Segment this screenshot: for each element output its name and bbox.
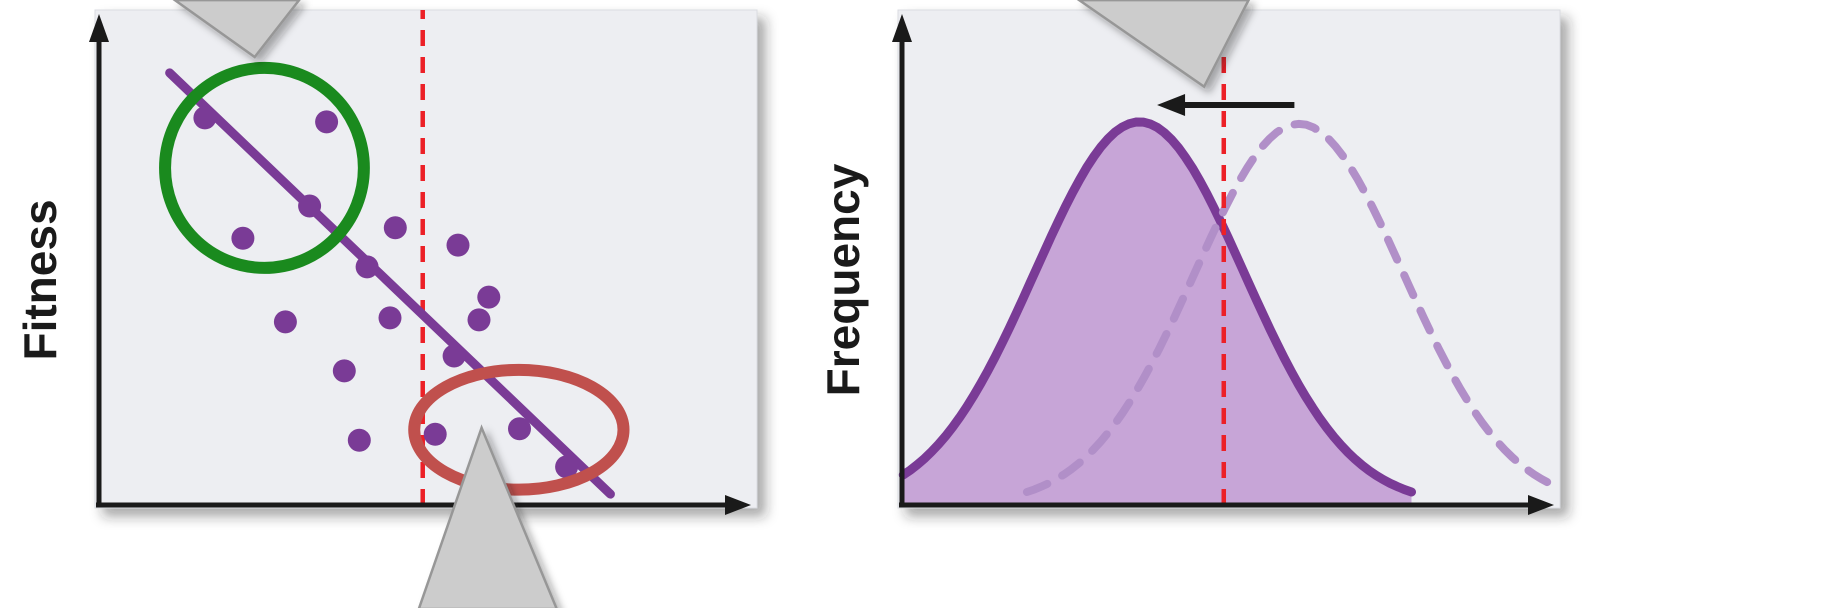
scatter-point — [508, 417, 531, 441]
callout-pointer-top-pointer — [1076, 0, 1251, 89]
fitness-panel: Fitness — [14, 0, 758, 608]
scatter-point — [446, 233, 470, 257]
scatter-point — [298, 194, 322, 218]
scatter-point — [555, 455, 579, 479]
y-axis-arrowhead — [89, 14, 109, 42]
original-distribution-curve — [1022, 119, 1560, 496]
frequency-plot-content — [892, 0, 1560, 515]
scatter-point — [193, 106, 217, 130]
scatter-point — [347, 428, 371, 452]
scatter-point — [477, 285, 501, 309]
y-axis-arrowhead — [892, 14, 912, 42]
x-axis-arrowhead — [1528, 495, 1554, 515]
callout-pointer-bottom-pointer — [417, 424, 558, 608]
scatter-point — [231, 226, 255, 250]
scatter-point — [378, 306, 402, 330]
scatter-point — [273, 310, 297, 334]
scatter-point — [315, 110, 339, 134]
scatter-point — [383, 216, 407, 240]
fitness-y-axis-label: Fitness — [14, 199, 66, 360]
selected-against-low-fitness-group-ellipse — [408, 363, 630, 496]
x-axis-arrowhead — [725, 495, 751, 515]
shifted-distribution-area — [903, 122, 1412, 505]
callout-pointer-top-pointer — [172, 0, 301, 59]
frequency-y-axis-label: Frequency — [817, 163, 869, 396]
scatter-point — [442, 344, 466, 368]
shifted-distribution-curve — [898, 117, 1416, 497]
scatter-point — [423, 422, 447, 446]
scatter-point — [332, 359, 356, 383]
fitness-trend-line — [165, 68, 615, 499]
shift-left-arrow-head — [1157, 94, 1186, 117]
fitness-plot-content — [89, 0, 751, 608]
favored-high-fitness-group-ellipse — [159, 61, 370, 274]
scatter-point — [467, 308, 491, 332]
frequency-panel: Frequency — [817, 0, 1561, 515]
scatter-point — [355, 255, 379, 279]
